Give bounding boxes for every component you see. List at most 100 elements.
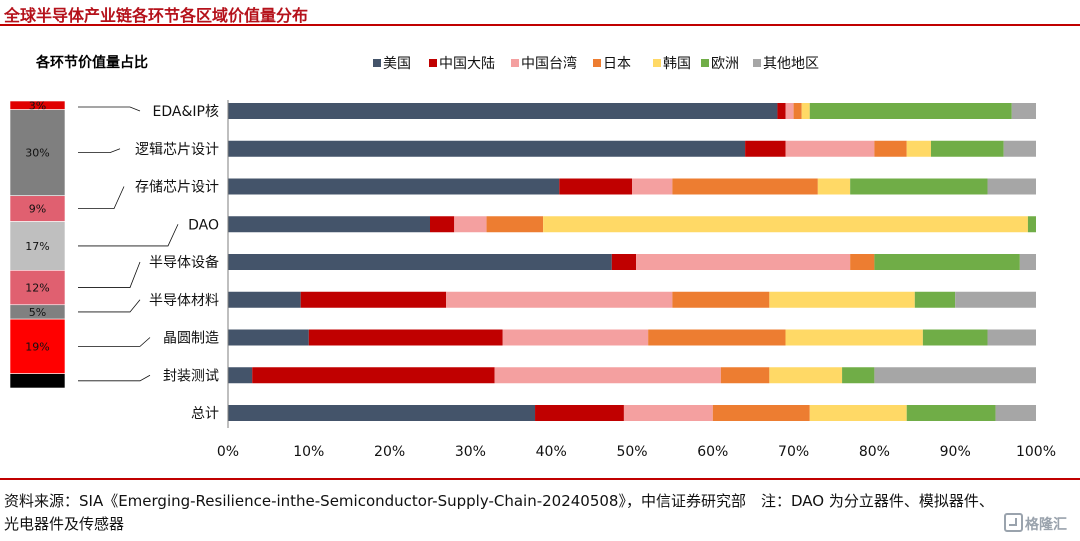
legend-label: 美国 [383,56,411,72]
connector-line [78,186,125,210]
connector-line [78,224,179,247]
bar-segment [308,329,503,346]
bar-segment [769,367,843,384]
bar-segment [874,367,1036,384]
bar-segment [672,291,770,308]
legend-label: 中国大陆 [439,56,495,72]
category-label: 晶圆制造 [163,331,219,347]
category-label: 封装测试 [163,368,219,384]
bar-segment [535,405,624,421]
bar-segment [636,254,851,270]
watermark-logo-icon [1004,513,1023,532]
bar-segment [502,329,649,346]
bar-segment [543,216,1028,233]
stack-segment [9,318,66,374]
x-tick-label: 80% [859,444,890,460]
bar-segment [611,254,637,270]
bar-segment [906,405,996,421]
bar-segment [842,367,875,384]
x-tick-label: 70% [778,444,809,460]
legend-label: 韩国 [663,56,691,72]
bar-segment [745,140,786,157]
category-label: 存储芯片设计 [135,180,219,196]
connector-line [78,148,121,154]
left-value-stack: 3% 30% 9% 17% 12% 5% 19% [9,99,66,389]
bar-segment [874,254,1020,270]
connector-line [78,299,141,313]
x-tick-label: 10% [293,444,324,460]
connector-lines [78,106,179,382]
bar-segment [769,291,915,308]
category-label: EDA&IP核 [153,104,219,120]
legend-label: 日本 [603,56,631,72]
bar-segment [987,178,1036,195]
bar-segment [252,367,495,384]
x-tick-label: 90% [940,444,971,460]
category-label: 半导体设备 [149,254,219,271]
legend-swatch [373,59,381,67]
bar-segment [906,140,931,157]
bar-segment [486,216,544,233]
source-divider [0,478,1080,480]
bar-segment [228,254,612,270]
bar-segment [712,405,810,421]
bar-segment [648,329,786,346]
x-tick-label: 30% [455,444,486,460]
bar-segment [1003,140,1036,157]
legend: 美国 中国大陆 中国台湾 日本 韩国 欧洲 其他地区 [373,55,819,72]
legend-swatch [753,59,761,67]
stack-segment [9,373,66,389]
legend-swatch [701,59,709,67]
category-label: 半导体材料 [149,293,219,309]
category-label: 总计 [191,406,219,422]
legend-label: 中国台湾 [521,55,577,72]
bar-segment [228,291,301,308]
legend-swatch [653,59,661,67]
bar-segment [228,216,430,233]
category-label: DAO [188,217,219,233]
x-tick-label: 60% [697,444,728,460]
bar-segment [1011,103,1036,119]
title-divider [0,24,1080,26]
stack-segment-label: 19% [25,340,49,353]
bar-segment [720,367,770,384]
bar-segment [987,329,1036,346]
bar-segment [874,140,907,157]
x-tick-label: 0% [217,444,239,460]
legend-swatch [429,59,437,67]
left-stack-title: 各环节价值量占比 [35,54,148,71]
bar-segment [228,405,536,421]
connector-line [78,374,151,382]
bar-segment [777,103,786,119]
bar-segment [922,329,988,346]
x-tick-label: 20% [374,444,405,460]
bar-segment [785,140,875,157]
x-tick-label: 50% [616,444,647,460]
bar-segment [850,178,988,195]
stack-segment-label: 5% [29,306,46,319]
stack-segment-label: 30% [25,147,49,160]
stack-segment [9,221,66,271]
x-axis: 0% 10% 20% 30% 40% 50% 60% 70% 80% 90% 100% [217,100,1056,460]
bar-segment [494,367,721,384]
bar-segment [1019,254,1036,270]
bar-segment [914,291,956,308]
bar-segment [446,291,673,308]
chart-canvas: 各环节价值量占比 美国 中国大陆 中国台湾 日本 韩国 欧洲 其他地区 3% 30% 9% 17%… [9,54,1056,460]
bar-segment [632,178,673,195]
bar-segment [228,140,746,157]
chart-title: 全球半导体产业链各环节各区域价值量分布 [4,6,309,25]
category-label: 逻辑芯片设计 [135,142,219,158]
bar-segment [228,103,778,119]
bar-segment [454,216,487,233]
bar-segment [955,291,1036,308]
legend-label: 欧洲 [711,56,739,72]
x-tick-label: 40% [536,444,567,460]
connector-line [78,261,141,288]
bar-segment [809,103,1012,119]
watermark-text: 格隆汇 [1025,517,1067,533]
bar-segment [817,178,851,195]
connector-line [78,106,141,112]
bar-segment [793,103,802,119]
